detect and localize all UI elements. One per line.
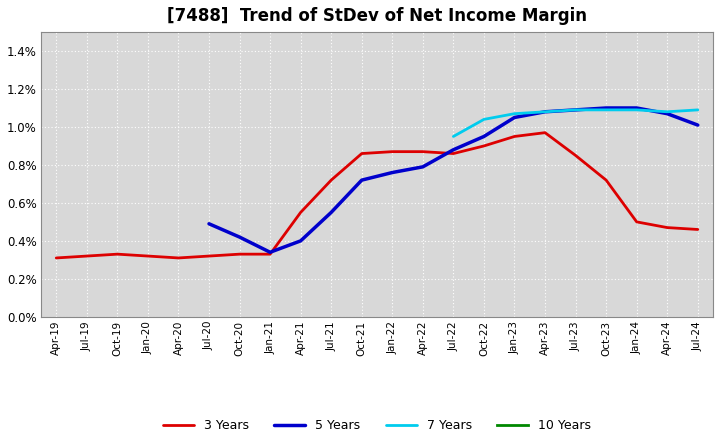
3 Years	[52, 255, 60, 260]
7 Years	[480, 117, 488, 122]
5 Years	[632, 105, 641, 110]
5 Years	[357, 177, 366, 183]
7 Years	[449, 134, 458, 139]
5 Years	[480, 134, 488, 139]
3 Years	[663, 225, 672, 230]
5 Years	[541, 109, 549, 114]
5 Years	[602, 105, 611, 110]
5 Years	[571, 107, 580, 113]
3 Years	[266, 252, 274, 257]
5 Years	[327, 210, 336, 215]
5 Years	[204, 221, 213, 227]
Title: [7488]  Trend of StDev of Net Income Margin: [7488] Trend of StDev of Net Income Marg…	[167, 7, 587, 25]
3 Years	[113, 252, 122, 257]
3 Years	[449, 151, 458, 156]
3 Years	[357, 151, 366, 156]
5 Years	[235, 235, 244, 240]
3 Years	[693, 227, 702, 232]
Line: 5 Years: 5 Years	[209, 108, 698, 252]
3 Years	[571, 153, 580, 158]
5 Years	[693, 122, 702, 128]
3 Years	[602, 177, 611, 183]
3 Years	[480, 143, 488, 149]
3 Years	[297, 210, 305, 215]
3 Years	[204, 253, 213, 259]
3 Years	[235, 252, 244, 257]
7 Years	[632, 107, 641, 113]
5 Years	[297, 238, 305, 243]
Line: 3 Years: 3 Years	[56, 133, 698, 258]
Line: 7 Years: 7 Years	[454, 110, 698, 136]
3 Years	[510, 134, 519, 139]
3 Years	[418, 149, 427, 154]
3 Years	[83, 253, 91, 259]
3 Years	[541, 130, 549, 136]
5 Years	[510, 115, 519, 120]
7 Years	[602, 107, 611, 113]
7 Years	[663, 109, 672, 114]
7 Years	[510, 111, 519, 116]
3 Years	[174, 255, 183, 260]
7 Years	[571, 107, 580, 113]
3 Years	[327, 177, 336, 183]
3 Years	[143, 253, 152, 259]
7 Years	[693, 107, 702, 113]
5 Years	[663, 111, 672, 116]
5 Years	[418, 164, 427, 169]
5 Years	[449, 147, 458, 152]
5 Years	[266, 249, 274, 255]
3 Years	[388, 149, 397, 154]
7 Years	[541, 109, 549, 114]
5 Years	[388, 170, 397, 175]
Legend: 3 Years, 5 Years, 7 Years, 10 Years: 3 Years, 5 Years, 7 Years, 10 Years	[158, 414, 596, 437]
3 Years	[632, 219, 641, 224]
